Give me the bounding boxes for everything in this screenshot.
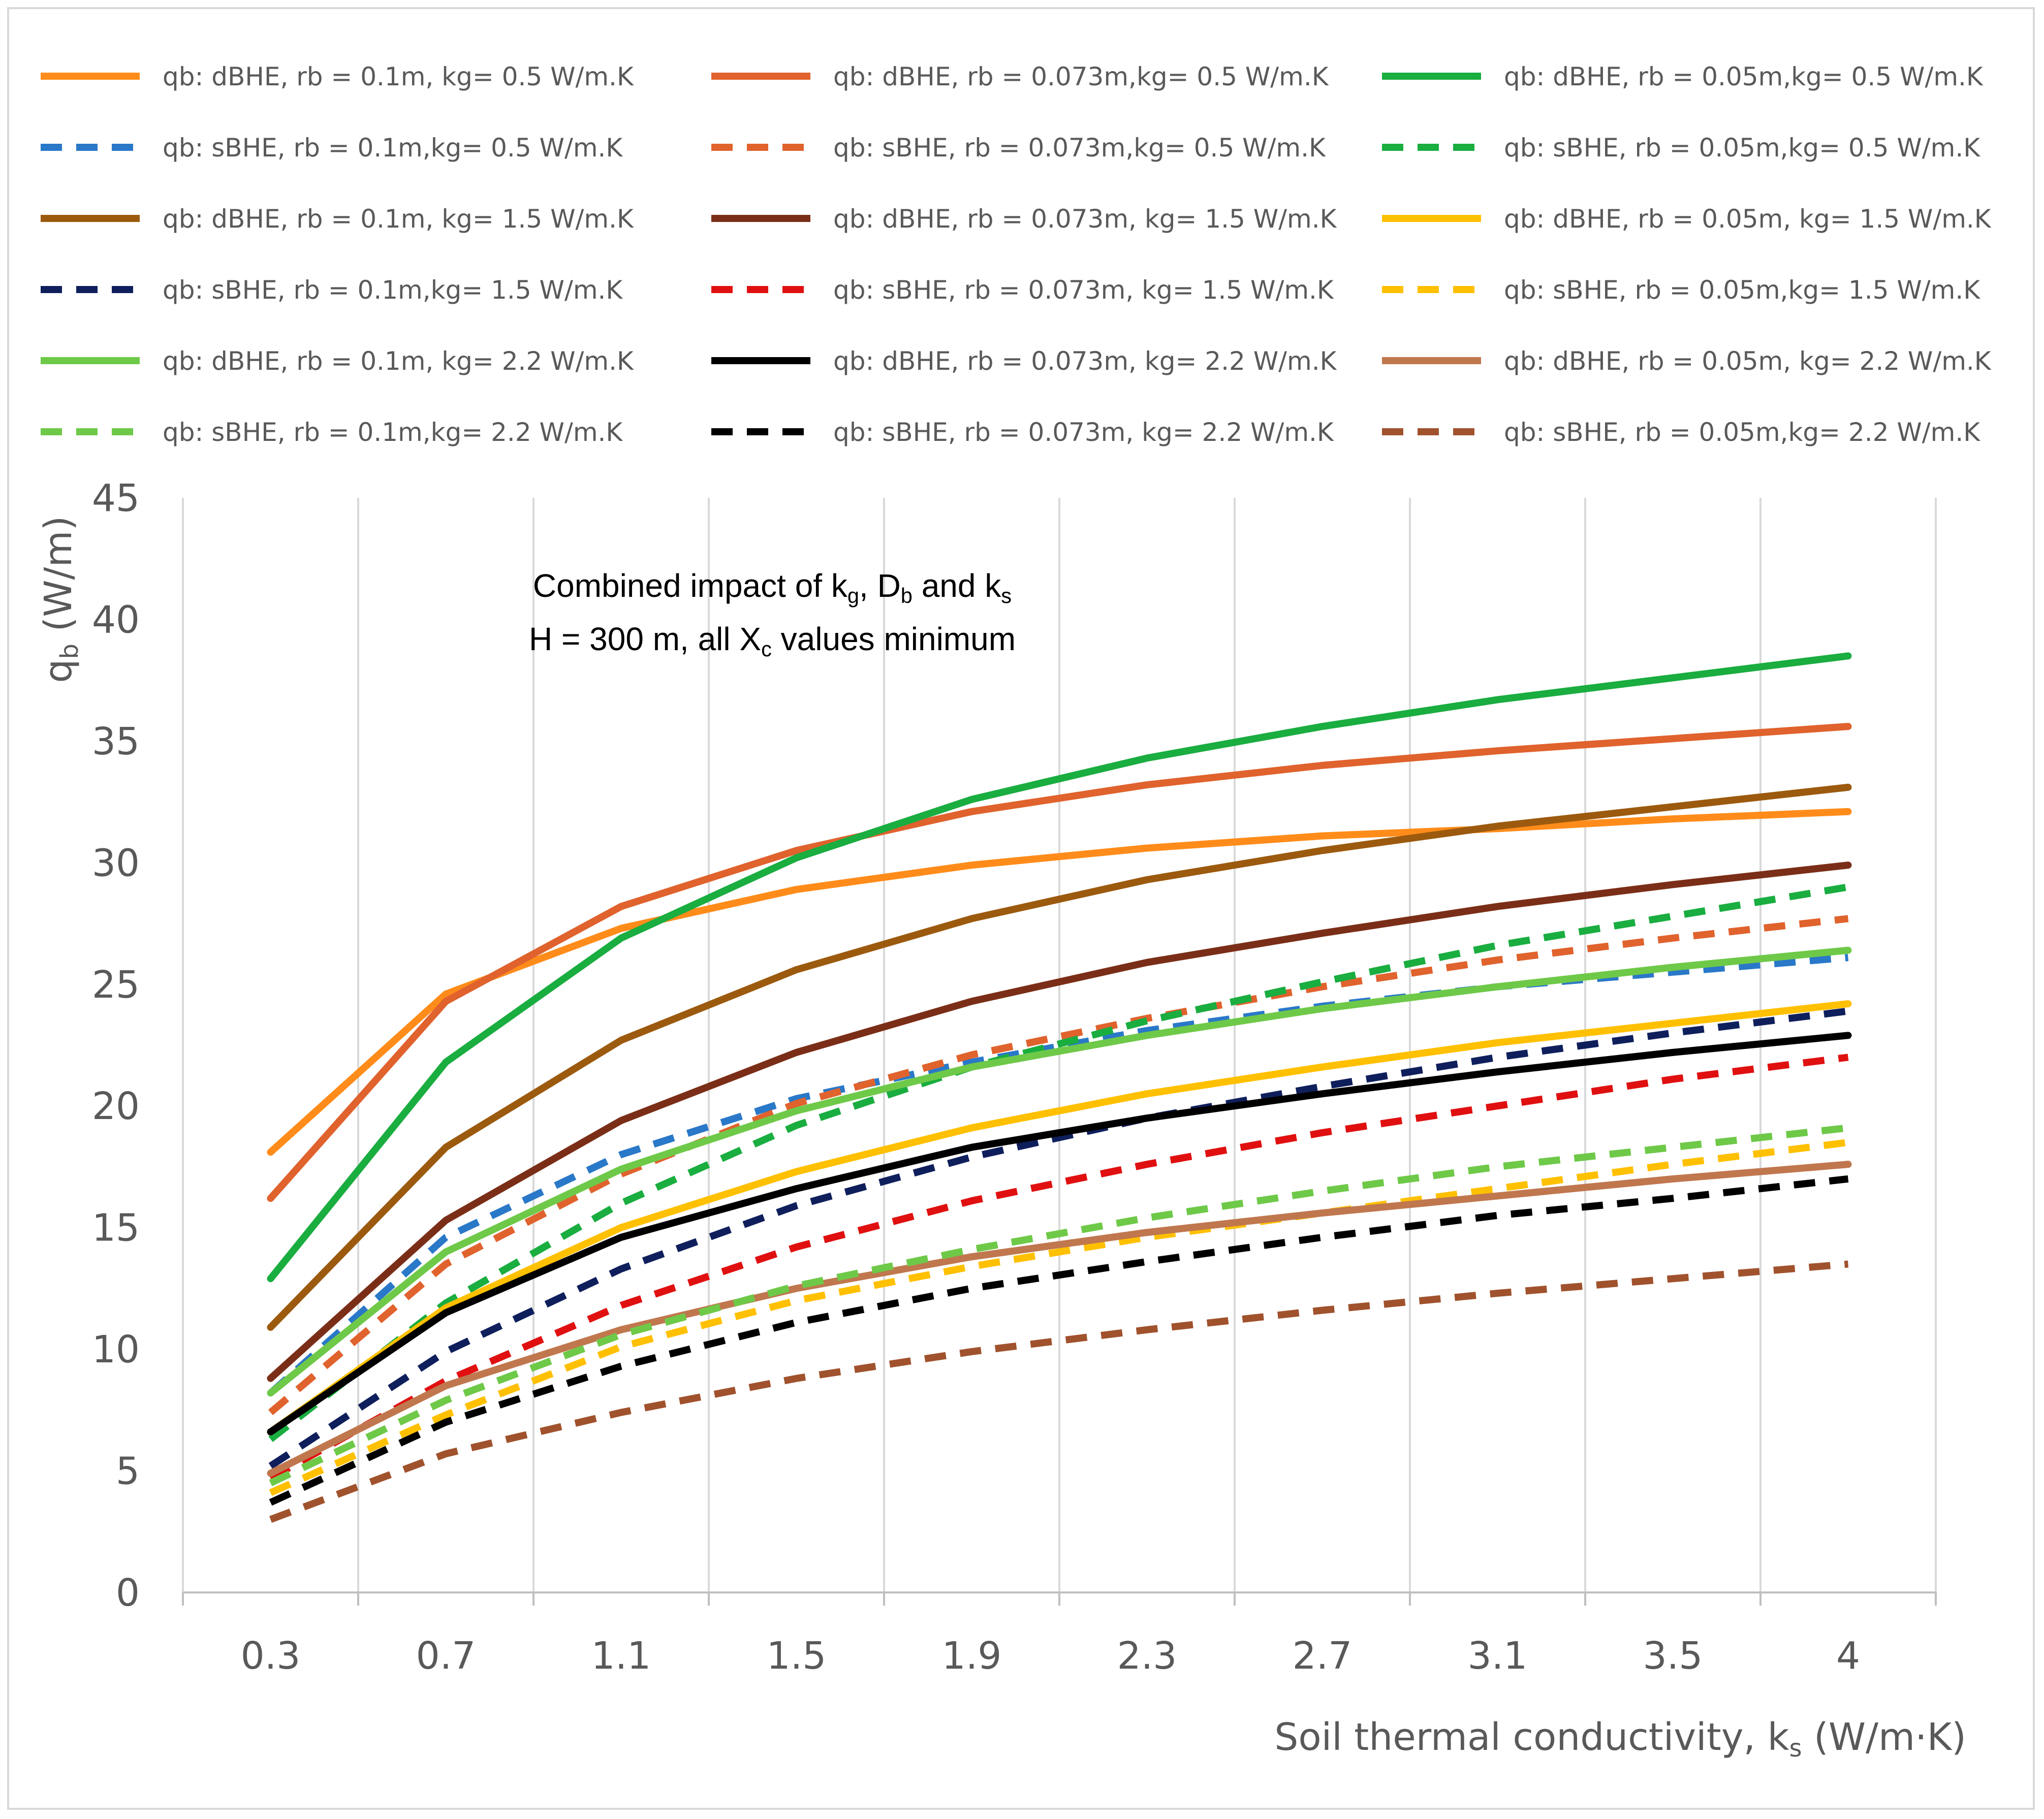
- x-tick-label: 1.5: [767, 1634, 827, 1678]
- series-line-7: [267, 783, 1852, 1331]
- annotation-line-2: H = 300 m, all Xc values minimum: [529, 621, 1016, 661]
- series-line-2: [267, 723, 1852, 1202]
- legend-entry-label: qb: dBHE, rb = 0.1m, kg= 0.5 W/m.K: [163, 62, 634, 91]
- legend-entry-label: qb: dBHE, rb = 0.05m,kg= 0.5 W/m.K: [1504, 62, 1984, 91]
- annotation-line-1: Combined impact of kg, Db and ks: [533, 567, 1012, 608]
- y-tick-label: 35: [92, 720, 140, 763]
- legend-entry-label: qb: dBHE, rb = 0.1m, kg= 1.5 W/m.K: [163, 204, 634, 234]
- y-tick-label: 10: [92, 1328, 140, 1371]
- legend-entry-label: qb: sBHE, rb = 0.05m,kg= 0.5 W/m.K: [1504, 133, 1980, 163]
- series-line-9: [267, 1000, 1852, 1435]
- legend-entry-label: qb: sBHE, rb = 0.1m,kg= 2.2 W/m.K: [163, 418, 623, 447]
- x-tick-label: 3.5: [1643, 1634, 1703, 1678]
- series-line-13: [267, 946, 1852, 1397]
- x-tick-label: 2.3: [1117, 1634, 1177, 1678]
- y-tick-label: 40: [92, 598, 140, 642]
- y-tick-label: 25: [92, 963, 140, 1007]
- legend-entry-label: qb: sBHE, rb = 0.073m,kg= 0.5 W/m.K: [833, 133, 1326, 163]
- x-tick-label: 4: [1836, 1634, 1860, 1678]
- legend-entry-label: qb: dBHE, rb = 0.05m, kg= 1.5 W/m.K: [1504, 204, 1992, 234]
- y-tick-label: 30: [92, 841, 140, 885]
- legend-entry-label: qb: sBHE, rb = 0.05m,kg= 2.2 W/m.K: [1504, 418, 1980, 447]
- series-line-4: [268, 954, 1849, 1396]
- legend-entry-label: qb: sBHE, rb = 0.1m,kg= 0.5 W/m.K: [163, 133, 623, 163]
- y-tick-label: 15: [92, 1206, 140, 1250]
- legend-entry-label: qb: sBHE, rb = 0.1m,kg= 1.5 W/m.K: [163, 275, 623, 305]
- y-tick-label: 45: [92, 476, 140, 520]
- y-tick-label: 0: [116, 1571, 140, 1615]
- series-lines: [267, 652, 1852, 1523]
- series-line-16: [269, 1124, 1849, 1486]
- legend-entry-label: qb: dBHE, rb = 0.073m,kg= 0.5 W/m.K: [833, 62, 1329, 91]
- series-line-6: [268, 883, 1849, 1442]
- legend-entry-label: qb: dBHE, rb = 0.05m, kg= 2.2 W/m.K: [1504, 346, 1992, 376]
- series-line-11: [269, 1054, 1849, 1482]
- legend: qb: dBHE, rb = 0.1m, kg= 0.5 W/m.K qb: dB…: [41, 62, 1992, 447]
- series-line-14: [267, 1032, 1852, 1435]
- series-line-5: [268, 915, 1849, 1415]
- legend-entry-label: qb: dBHE, rb = 0.073m, kg= 2.2 W/m.K: [833, 346, 1337, 376]
- y-axis-title: qb (W/m): [37, 516, 84, 683]
- axes: 0.3 0.7 1.1 1.5 1.9 2.3 2.7 3.1 3.5 4051015202530…: [37, 476, 1966, 1763]
- legend-entry-label: qb: dBHE, rb = 0.1m, kg= 2.2 W/m.K: [163, 346, 634, 376]
- x-tick-label: 3.1: [1468, 1634, 1528, 1678]
- x-tick-label: 0.3: [241, 1634, 301, 1678]
- legend-entry-label: qb: sBHE, rb = 0.073m, kg= 1.5 W/m.K: [833, 275, 1334, 305]
- series-line-1: [267, 808, 1852, 1156]
- x-axis-title: Soil thermal conductivity, ks (W/m·K): [1274, 1715, 1966, 1763]
- series-line-3: [267, 652, 1852, 1283]
- legend-entry-label: qb: sBHE, rb = 0.073m, kg= 2.2 W/m.K: [833, 418, 1334, 447]
- x-tick-label: 1.1: [591, 1634, 651, 1678]
- y-tick-label: 5: [116, 1450, 140, 1493]
- y-tick-label: 20: [92, 1084, 140, 1128]
- series-line-8: [267, 861, 1852, 1382]
- x-tick-label: 1.9: [942, 1634, 1002, 1678]
- chart-frame: [7, 7, 2035, 1810]
- series-line-12: [269, 1139, 1849, 1496]
- series-line-10: [268, 1007, 1849, 1469]
- x-tick-label: 2.7: [1293, 1634, 1353, 1678]
- legend-entry-label: qb: sBHE, rb = 0.05m,kg= 1.5 W/m.K: [1504, 275, 1980, 305]
- chart-annotation: Combined impact of kg, Db and ks H = 300 …: [529, 567, 1016, 661]
- series-line-15: [267, 1161, 1852, 1477]
- series-line-17: [269, 1175, 1849, 1506]
- legend-entry-label: qb: dBHE, rb = 0.073m, kg= 1.5 W/m.K: [833, 204, 1337, 234]
- x-tick-label: 0.7: [416, 1634, 476, 1678]
